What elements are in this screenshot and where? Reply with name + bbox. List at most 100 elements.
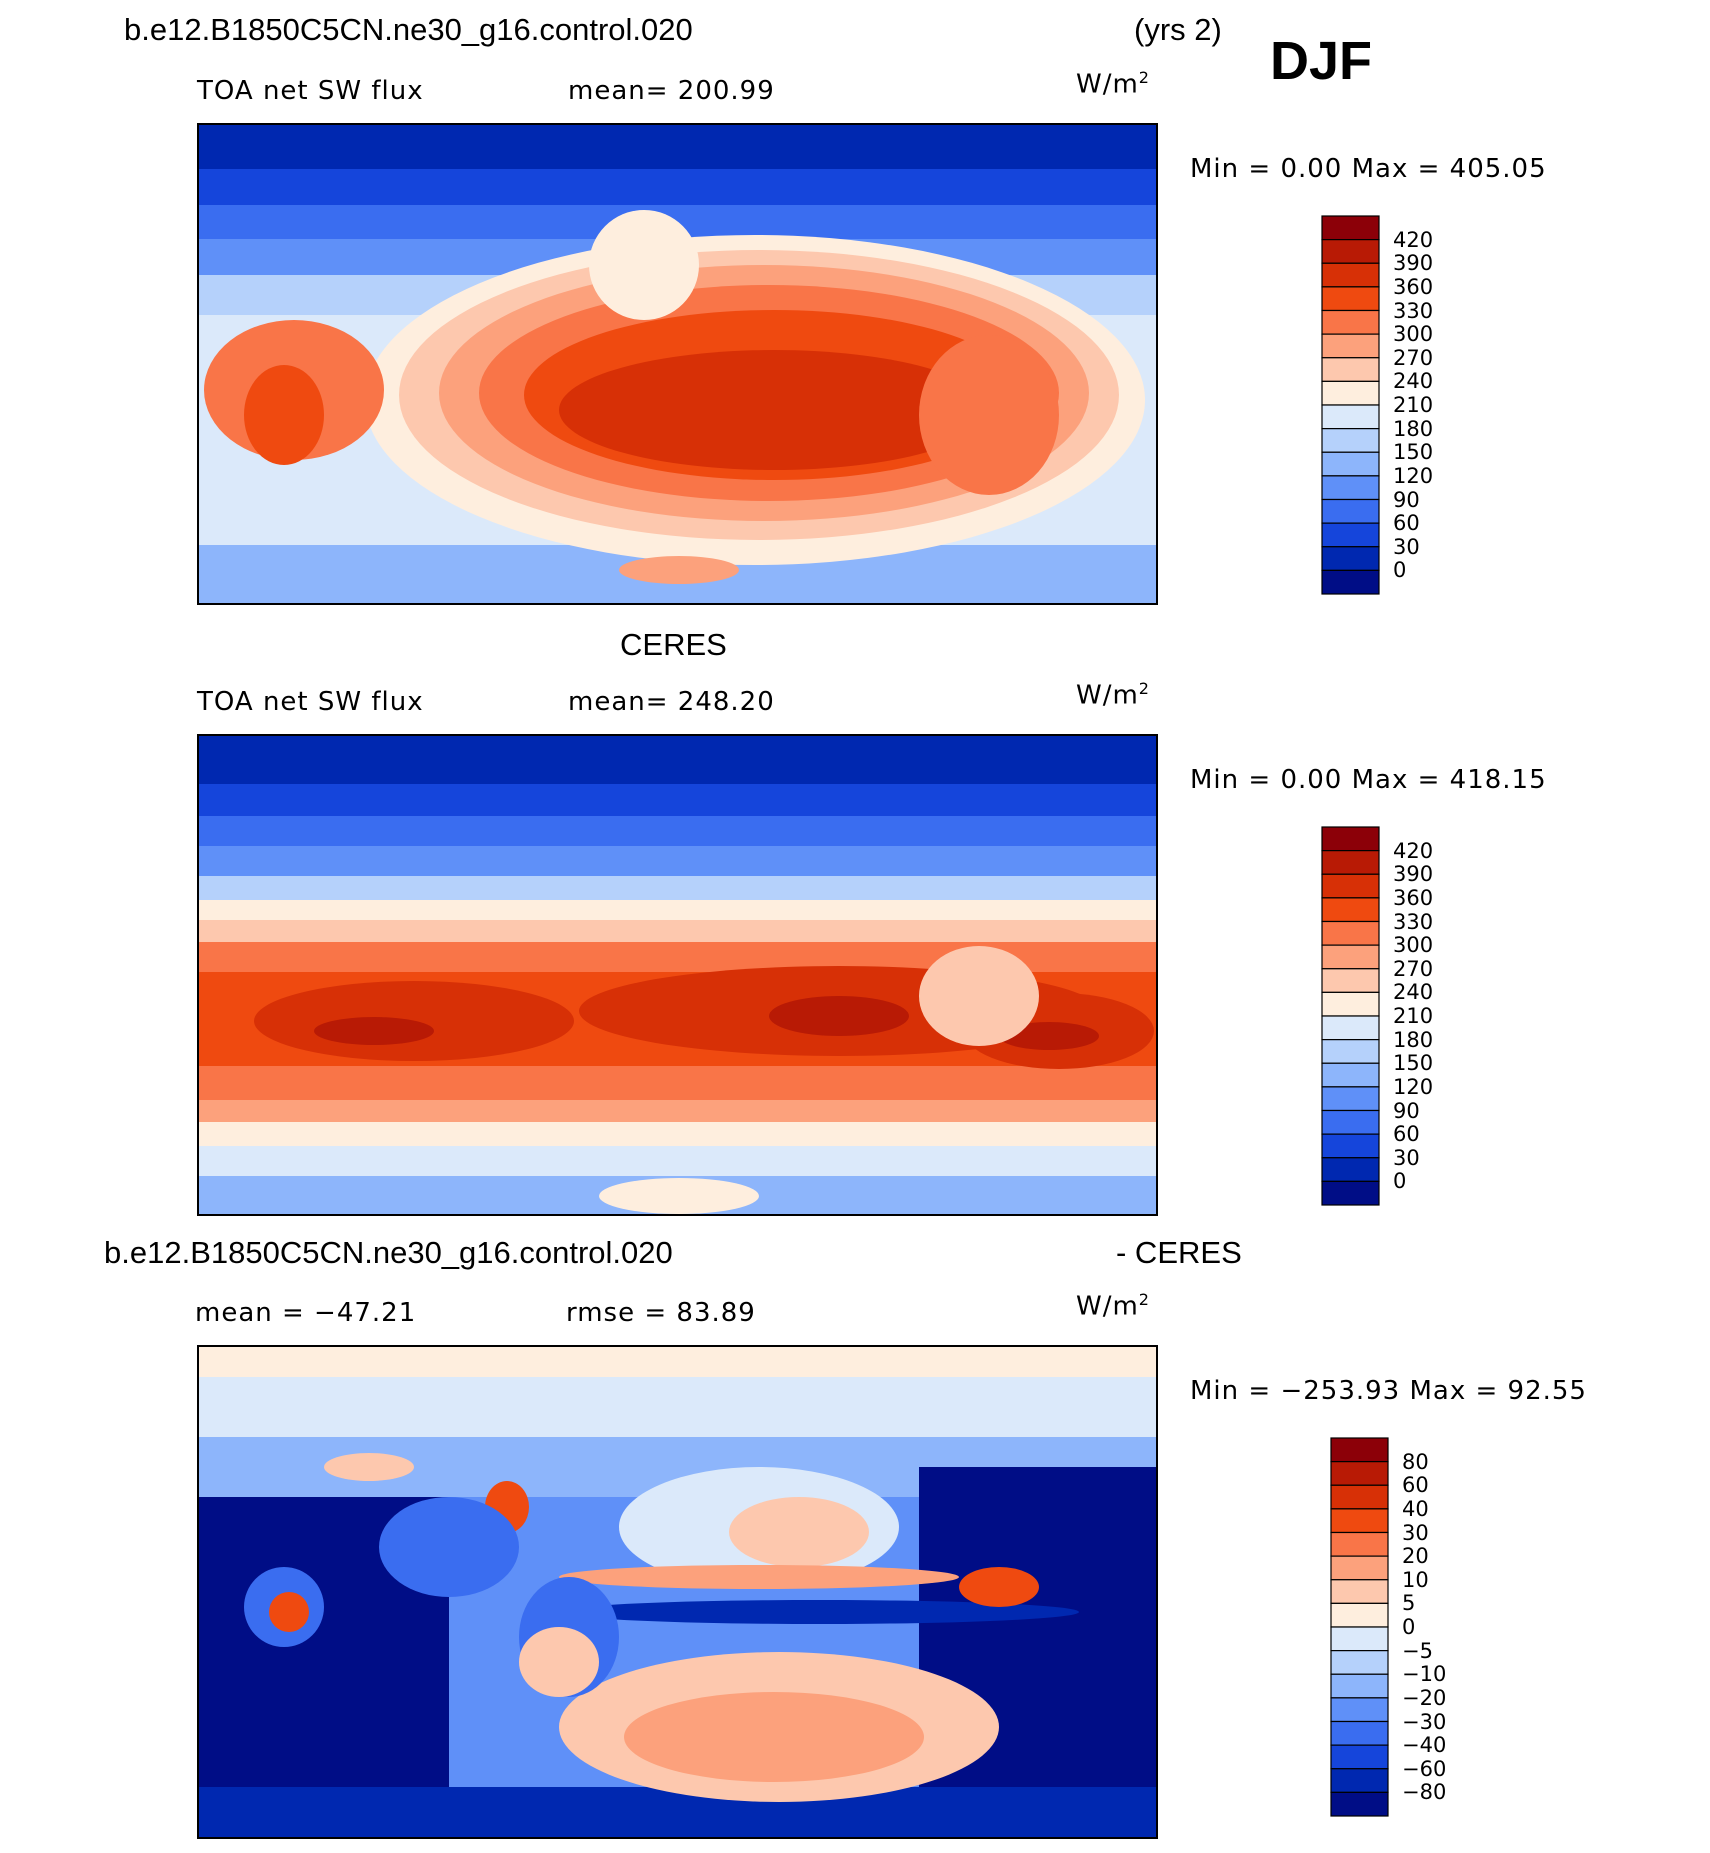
colorbar-tick-label: 180: [1393, 416, 1434, 441]
colorbar-swatch: [1321, 1015, 1380, 1041]
colorbar-swatch: [1330, 1626, 1389, 1652]
colorbar-swatch: [1321, 357, 1380, 382]
colorbar-tick-label: 60: [1393, 1122, 1420, 1147]
diff-map-field: [199, 1347, 1156, 1837]
colorbar-swatch: [1321, 1109, 1380, 1135]
colorbar-swatches: [1321, 826, 1380, 1206]
colorbar-swatch: [1321, 1062, 1380, 1088]
colorbar-tick-label: 390: [1393, 862, 1434, 887]
season-label: DJF: [1270, 31, 1373, 91]
colorbar-tick-label: 240: [1393, 980, 1434, 1005]
panel2-mean: mean= 248.20: [568, 687, 775, 717]
colorbar-tick-label: 180: [1393, 1027, 1434, 1052]
colorbar-tick-label: 0: [1402, 1615, 1416, 1639]
colorbar-swatch: [1321, 333, 1380, 359]
panel3-rmse: rmse = 83.89: [566, 1298, 756, 1328]
colorbar-swatch: [1321, 944, 1380, 970]
colorbar-tick-label: 60: [1393, 511, 1420, 536]
colorbar-tick-label: 0: [1393, 1169, 1407, 1194]
colorbar-swatches: [1330, 1437, 1389, 1817]
colorbar-swatch: [1321, 826, 1380, 852]
colorbar-swatch: [1330, 1673, 1389, 1699]
panel2-variable: TOA net SW flux: [197, 687, 424, 717]
model-map-field: [199, 125, 1156, 603]
colorbar-tick-label: 30: [1393, 1145, 1420, 1170]
colorbar-tick-label: 10: [1402, 1567, 1429, 1592]
colorbar-swatch: [1321, 498, 1380, 524]
colorbar-swatch: [1321, 1180, 1380, 1206]
colorbar-swatch: [1321, 309, 1380, 335]
colorbar-tick-label: −20: [1402, 1685, 1447, 1710]
colorbar-swatch: [1330, 1484, 1389, 1510]
panel1-variable: TOA net SW flux: [197, 76, 424, 106]
colorbar-tick-label: 360: [1393, 274, 1434, 299]
colorbar-swatch: [1321, 920, 1380, 946]
colorbar-swatch: [1330, 1437, 1389, 1463]
colorbar-tick-label: 420: [1393, 227, 1434, 252]
colorbar-swatch: [1321, 262, 1380, 288]
colorbar-tick-label: 0: [1393, 558, 1407, 583]
colorbar-tick-label: 120: [1393, 463, 1434, 488]
colorbar-swatch: [1321, 1157, 1380, 1182]
colorbar-swatch: [1330, 1602, 1389, 1628]
colorbar-swatch: [1321, 522, 1380, 548]
colorbar-tick-label: 300: [1393, 322, 1434, 347]
colorbar-swatch: [1321, 1039, 1380, 1064]
colorbar-tick-label: 210: [1393, 1004, 1434, 1028]
panel1-units: W/m2: [1076, 68, 1150, 100]
colorbar-tick-label: 150: [1393, 440, 1434, 465]
panel2-units: W/m2: [1076, 679, 1150, 711]
colorbar-tick-label: 150: [1393, 1051, 1434, 1076]
colorbar-tick-label: −40: [1402, 1733, 1447, 1758]
colorbar-swatch: [1330, 1461, 1389, 1486]
colorbar-swatch: [1330, 1768, 1389, 1793]
colorbar-tick-label: 390: [1393, 251, 1434, 276]
colorbar-tick-label: 30: [1402, 1520, 1429, 1545]
colorbar-tick-label: −10: [1402, 1662, 1447, 1687]
colorbar-swatch: [1321, 215, 1380, 241]
panel1-minmax: Min = 0.00 Max = 405.05: [1190, 154, 1547, 184]
diff-map: [197, 1345, 1158, 1839]
colorbar-tick-label: 330: [1393, 298, 1434, 323]
diff-title-right: - CERES: [1116, 1235, 1242, 1270]
panel1-mean: mean= 200.99: [568, 76, 775, 106]
colorbar-tick-label: −80: [1402, 1780, 1447, 1805]
colorbar-swatch: [1330, 1531, 1389, 1557]
colorbar-swatch: [1321, 569, 1380, 595]
colorbar-swatch: [1330, 1791, 1389, 1817]
colorbar-tick-label: 330: [1393, 909, 1434, 934]
colorbar-swatch: [1321, 897, 1380, 923]
colorbar-tick-label: 360: [1393, 885, 1434, 910]
colorbar-tick-label: 210: [1393, 393, 1434, 417]
colorbar-swatches: [1321, 215, 1380, 595]
colorbar-tick-label: 60: [1402, 1473, 1429, 1498]
colorbar-tick-label: −30: [1402, 1709, 1447, 1734]
colorbar-tick-label: 80: [1402, 1449, 1429, 1474]
colorbar-tick-label: −5: [1402, 1638, 1433, 1663]
colorbar-tick-label: 240: [1393, 369, 1434, 394]
colorbar-tick-label: −60: [1402, 1756, 1447, 1781]
case-title: b.e12.B1850C5CN.ne30_g16.control.020: [124, 12, 693, 47]
colorbar-tick-label: 90: [1393, 1098, 1420, 1123]
model-map: [197, 123, 1158, 605]
colorbar-tick-label: 20: [1402, 1544, 1429, 1569]
panel2-minmax: Min = 0.00 Max = 418.15: [1190, 765, 1547, 795]
colorbar-swatch: [1321, 286, 1380, 312]
colorbar-tick-label: 120: [1393, 1074, 1434, 1099]
colorbar-tick-label: 270: [1393, 345, 1434, 370]
colorbar-swatch: [1330, 1555, 1389, 1581]
colorbar-swatch: [1330, 1720, 1389, 1746]
obs-map: [197, 734, 1158, 1216]
colorbar-swatch: [1330, 1508, 1389, 1534]
colorbar-swatch: [1321, 850, 1380, 875]
colorbar-swatch: [1321, 239, 1380, 264]
colorbar-swatch: [1321, 546, 1380, 571]
colorbar-swatch: [1321, 380, 1380, 406]
panel3-minmax: Min = −253.93 Max = 92.55: [1190, 1376, 1587, 1406]
panel3-mean: mean = −47.21: [195, 1298, 417, 1328]
colorbar-tick-label: 5: [1402, 1591, 1416, 1616]
obs-map-field: [199, 736, 1156, 1214]
colorbar-swatch: [1330, 1650, 1389, 1675]
colorbar-swatch: [1321, 475, 1380, 501]
colorbar-swatch: [1321, 873, 1380, 899]
